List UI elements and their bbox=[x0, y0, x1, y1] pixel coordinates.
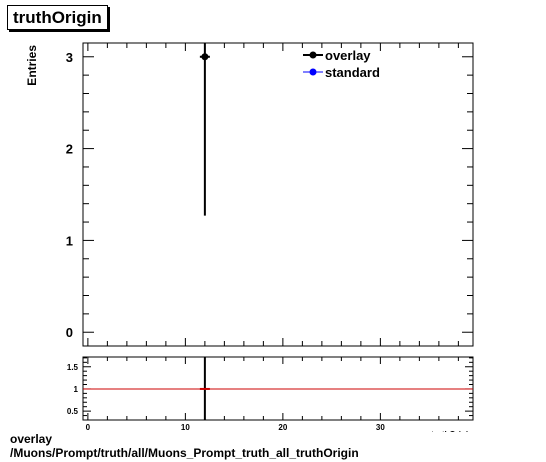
footer-line-2: /Muons/Prompt/truth/all/Muons_Prompt_tru… bbox=[10, 446, 359, 460]
x-axis-title-mask bbox=[83, 432, 477, 440]
ratio-y-tick-label: 1.5 bbox=[67, 363, 79, 372]
ratio-x-tick-label: 30 bbox=[376, 423, 385, 432]
ratio-y-tick-label: 0.5 bbox=[67, 407, 79, 416]
y-tick-label: 2 bbox=[66, 142, 73, 157]
plot-title: truthOrigin bbox=[7, 5, 108, 30]
ratio-x-tick-label: 20 bbox=[278, 423, 287, 432]
ratio-x-tick-label: 0 bbox=[86, 423, 91, 432]
main-plot-frame bbox=[82, 42, 474, 347]
y-tick-label: 3 bbox=[66, 50, 73, 65]
y-tick-label: 0 bbox=[66, 325, 73, 340]
ratio-y-tick-label: 1 bbox=[74, 385, 79, 394]
overlay-data-point bbox=[201, 53, 209, 61]
legend-standard-label: standard bbox=[325, 65, 380, 80]
legend-standard-marker bbox=[309, 68, 317, 76]
legend-overlay-marker bbox=[309, 51, 317, 59]
y-axis-title: Entries bbox=[25, 45, 39, 86]
y-tick-label: 1 bbox=[66, 233, 73, 248]
ratio-x-tick-label: 10 bbox=[181, 423, 190, 432]
legend-overlay-label: overlay bbox=[325, 48, 371, 63]
footer-line-1: overlay bbox=[10, 432, 53, 446]
